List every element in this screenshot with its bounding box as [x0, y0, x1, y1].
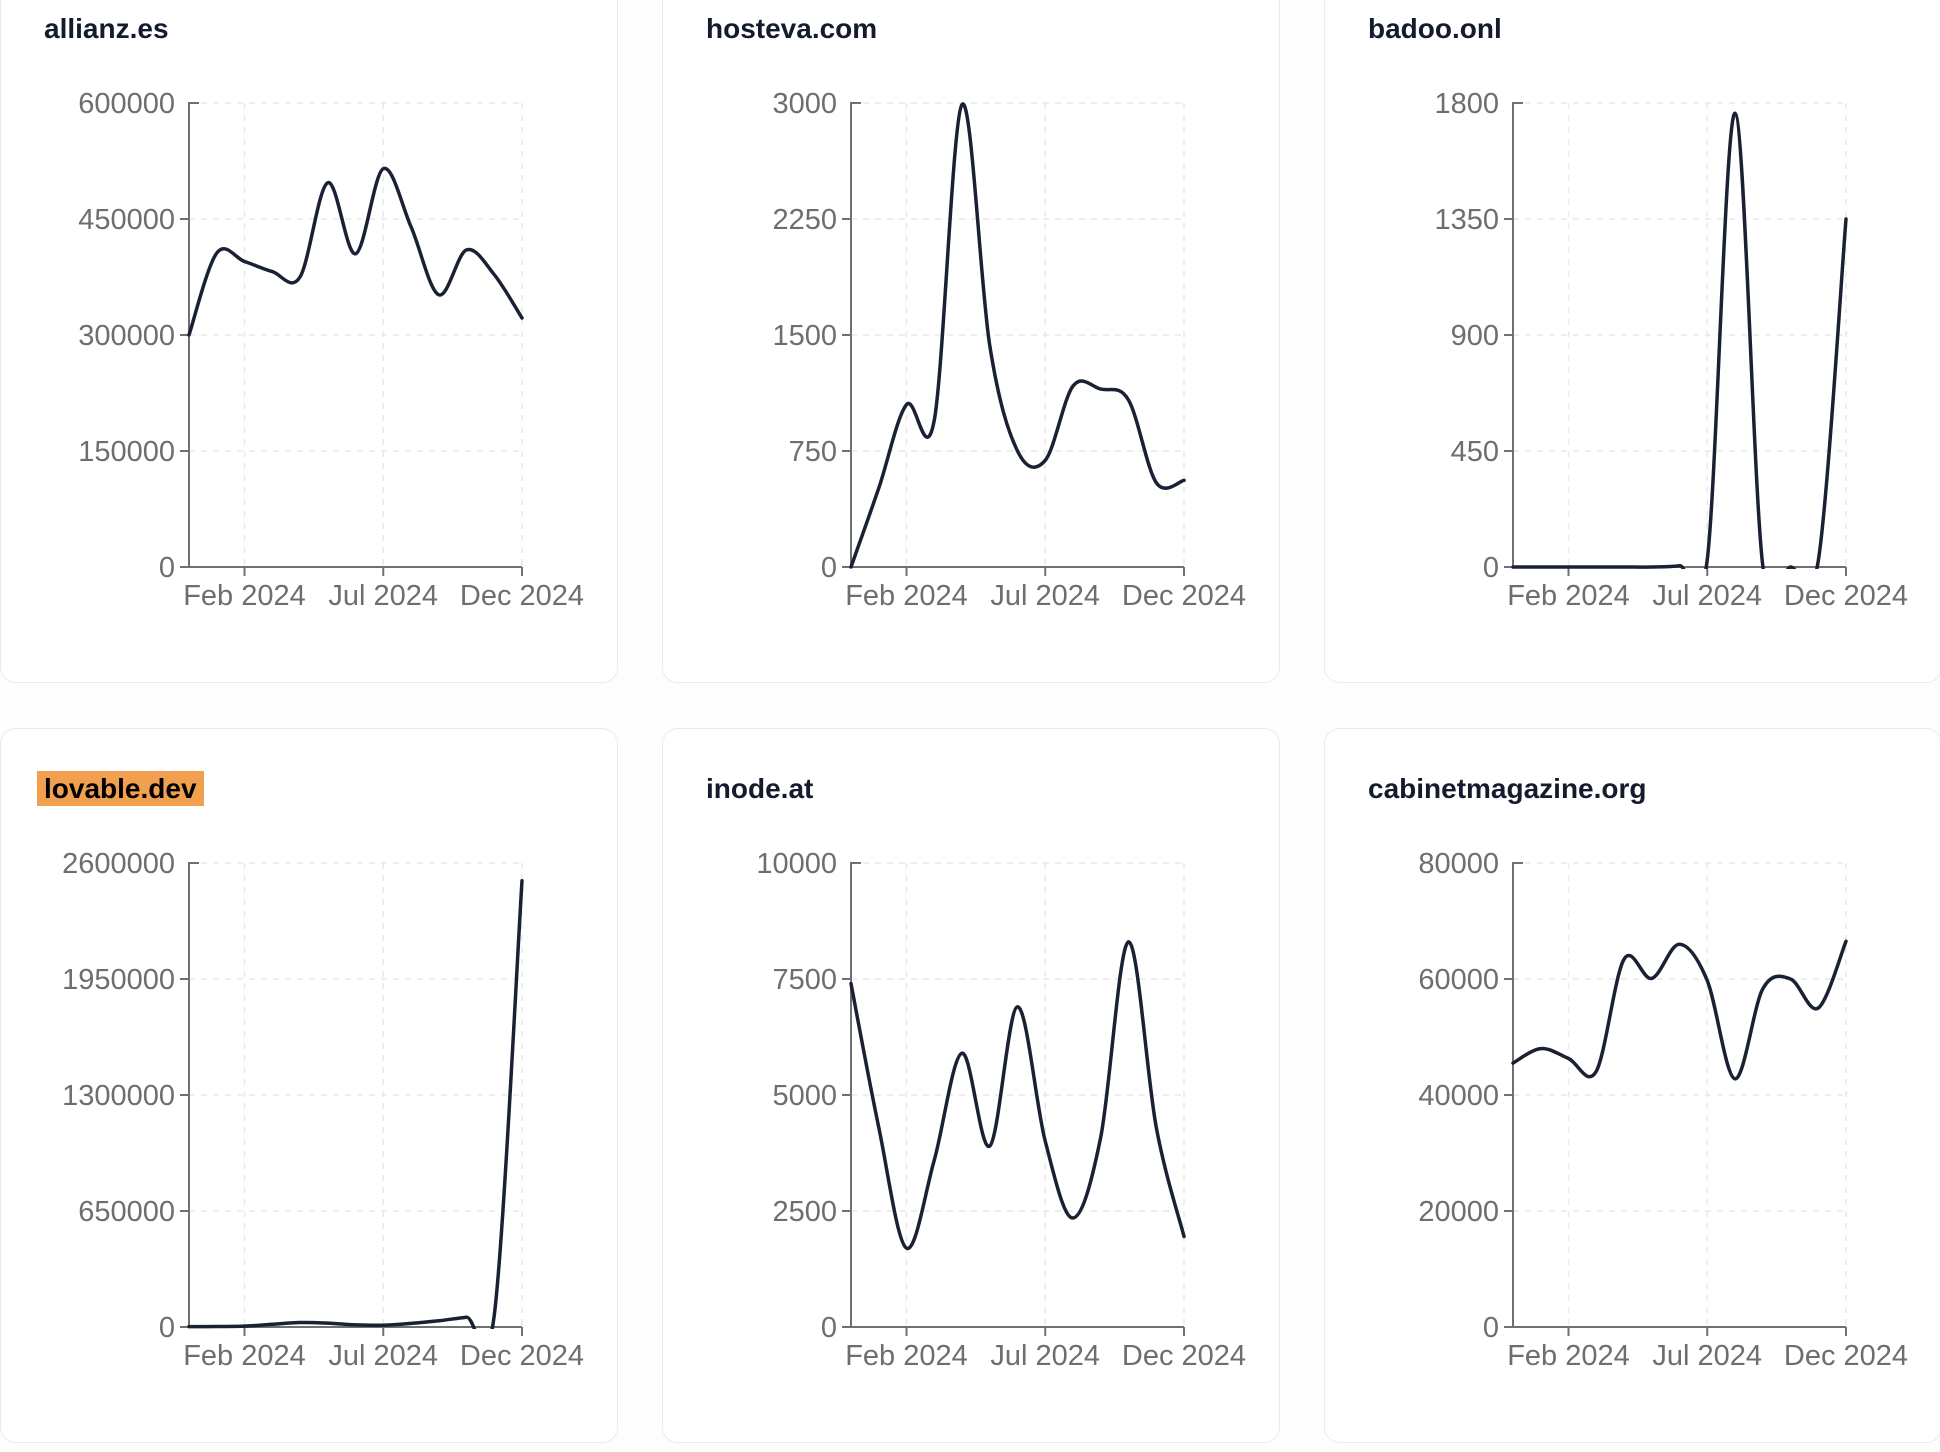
- x-tick-label: Dec 2024: [1784, 1340, 1908, 1372]
- y-tick-label: 1500: [772, 320, 837, 352]
- data-line: [187, 166, 524, 337]
- y-tick-label: 2600000: [62, 848, 175, 880]
- y-tick-label: 0: [821, 552, 837, 584]
- y-tick-label: 1950000: [62, 964, 175, 996]
- y-tick-label: 0: [159, 552, 175, 584]
- x-tick-label: Jul 2024: [1652, 580, 1762, 612]
- data-line: [1511, 111, 1848, 569]
- line-chart-inode-at: 0 2500 5000 7500 10000 Feb 2024 Jul 2024 Dec 20…: [756, 848, 1246, 1372]
- y-tick-label: 300000: [78, 320, 175, 352]
- chart-title-row: lovable.dev: [37, 769, 204, 809]
- y-tick-label: 80000: [1418, 848, 1499, 880]
- chart-title-row: hosteva.com: [706, 9, 877, 49]
- chart-card-allianz-es: allianz.es 0 150000 300000 450000 600000 Feb …: [0, 0, 618, 683]
- y-tick-label: 7500: [772, 964, 837, 996]
- x-tick-label: Feb 2024: [183, 1340, 306, 1372]
- y-tick-label: 750: [789, 436, 837, 468]
- y-tick-label: 3000: [772, 88, 837, 120]
- chart-card-hosteva-com: hosteva.com 0 750 1500 2250 3000 Feb 2024 Jul …: [662, 0, 1280, 683]
- x-tick-label: Feb 2024: [1507, 1340, 1630, 1372]
- y-tick-label: 2250: [772, 204, 837, 236]
- y-tick-label: 650000: [78, 1196, 175, 1228]
- chart-title: badoo.onl: [1368, 13, 1502, 44]
- y-tick-label: 40000: [1418, 1080, 1499, 1112]
- x-tick-label: Dec 2024: [460, 580, 584, 612]
- line-chart-lovable-dev: 0 650000 1300000 1950000 2600000 Feb 2024 Jul …: [62, 848, 584, 1372]
- y-tick-label: 600000: [78, 88, 175, 120]
- x-tick-label: Jul 2024: [328, 580, 438, 612]
- chart-card-cabinetmagazine-org: cabinetmagazine.org 0 20000 40000 60000 8000…: [1324, 728, 1940, 1443]
- y-tick-label: 0: [1483, 1312, 1499, 1344]
- x-tick-label: Jul 2024: [328, 1340, 438, 1372]
- data-line: [849, 102, 1186, 569]
- y-tick-label: 150000: [78, 436, 175, 468]
- data-line: [1511, 939, 1848, 1081]
- y-tick-label: 0: [1483, 552, 1499, 584]
- chart-card-lovable-dev: lovable.dev 0 650000 1300000 1950000 2600000…: [0, 728, 618, 1443]
- chart-title: inode.at: [706, 773, 814, 804]
- data-line: [187, 879, 524, 1329]
- y-tick-label: 0: [159, 1312, 175, 1344]
- line-chart-cabinetmagazine-org: 0 20000 40000 60000 80000 Feb 2024 Jul 2024 Dec…: [1418, 848, 1908, 1372]
- line-chart-allianz-es: 0 150000 300000 450000 600000 Feb 2024 Jul 202…: [78, 88, 584, 612]
- y-tick-label: 450000: [78, 204, 175, 236]
- y-tick-label: 20000: [1418, 1196, 1499, 1228]
- y-tick-label: 1350: [1434, 204, 1499, 236]
- chart-title: allianz.es: [44, 13, 169, 44]
- x-tick-label: Feb 2024: [1507, 580, 1630, 612]
- chart-title-row: cabinetmagazine.org: [1368, 769, 1647, 809]
- x-tick-label: Dec 2024: [1122, 1340, 1246, 1372]
- chart-title-row: allianz.es: [44, 9, 169, 49]
- chart-title-row: inode.at: [706, 769, 813, 809]
- y-tick-label: 10000: [756, 848, 837, 880]
- x-tick-label: Dec 2024: [1784, 580, 1908, 612]
- chart-card-badoo-onl: badoo.onl 0 450 900 1350 1800 Feb 2024 Jul 202…: [1324, 0, 1940, 683]
- x-tick-label: Feb 2024: [183, 580, 306, 612]
- chart-title-highlighted: lovable.dev: [37, 771, 204, 806]
- y-tick-label: 2500: [772, 1196, 837, 1228]
- y-tick-label: 5000: [772, 1080, 837, 1112]
- line-chart-hosteva-com: 0 750 1500 2250 3000 Feb 2024 Jul 2024 Dec 2024: [772, 88, 1246, 612]
- x-tick-label: Jul 2024: [1652, 1340, 1762, 1372]
- chart-title-row: badoo.onl: [1368, 9, 1502, 49]
- chart-card-inode-at: inode.at 0 2500 5000 7500 10000 Feb 2024 Jul 2…: [662, 728, 1280, 1443]
- chart-title: hosteva.com: [706, 13, 878, 44]
- y-tick-label: 1800: [1434, 88, 1499, 120]
- x-tick-label: Feb 2024: [845, 1340, 968, 1372]
- y-tick-label: 60000: [1418, 964, 1499, 996]
- y-tick-label: 900: [1451, 320, 1499, 352]
- line-chart-badoo-onl: 0 450 900 1350 1800 Feb 2024 Jul 2024 Dec 2024: [1434, 88, 1908, 612]
- y-tick-label: 450: [1451, 436, 1499, 468]
- x-tick-label: Jul 2024: [990, 1340, 1100, 1372]
- x-tick-label: Dec 2024: [1122, 580, 1246, 612]
- data-line: [849, 940, 1186, 1250]
- x-tick-label: Dec 2024: [460, 1340, 584, 1372]
- y-tick-label: 1300000: [62, 1080, 175, 1112]
- chart-title: cabinetmagazine.org: [1368, 773, 1647, 804]
- x-tick-label: Feb 2024: [845, 580, 968, 612]
- y-tick-label: 0: [821, 1312, 837, 1344]
- x-tick-label: Jul 2024: [990, 580, 1100, 612]
